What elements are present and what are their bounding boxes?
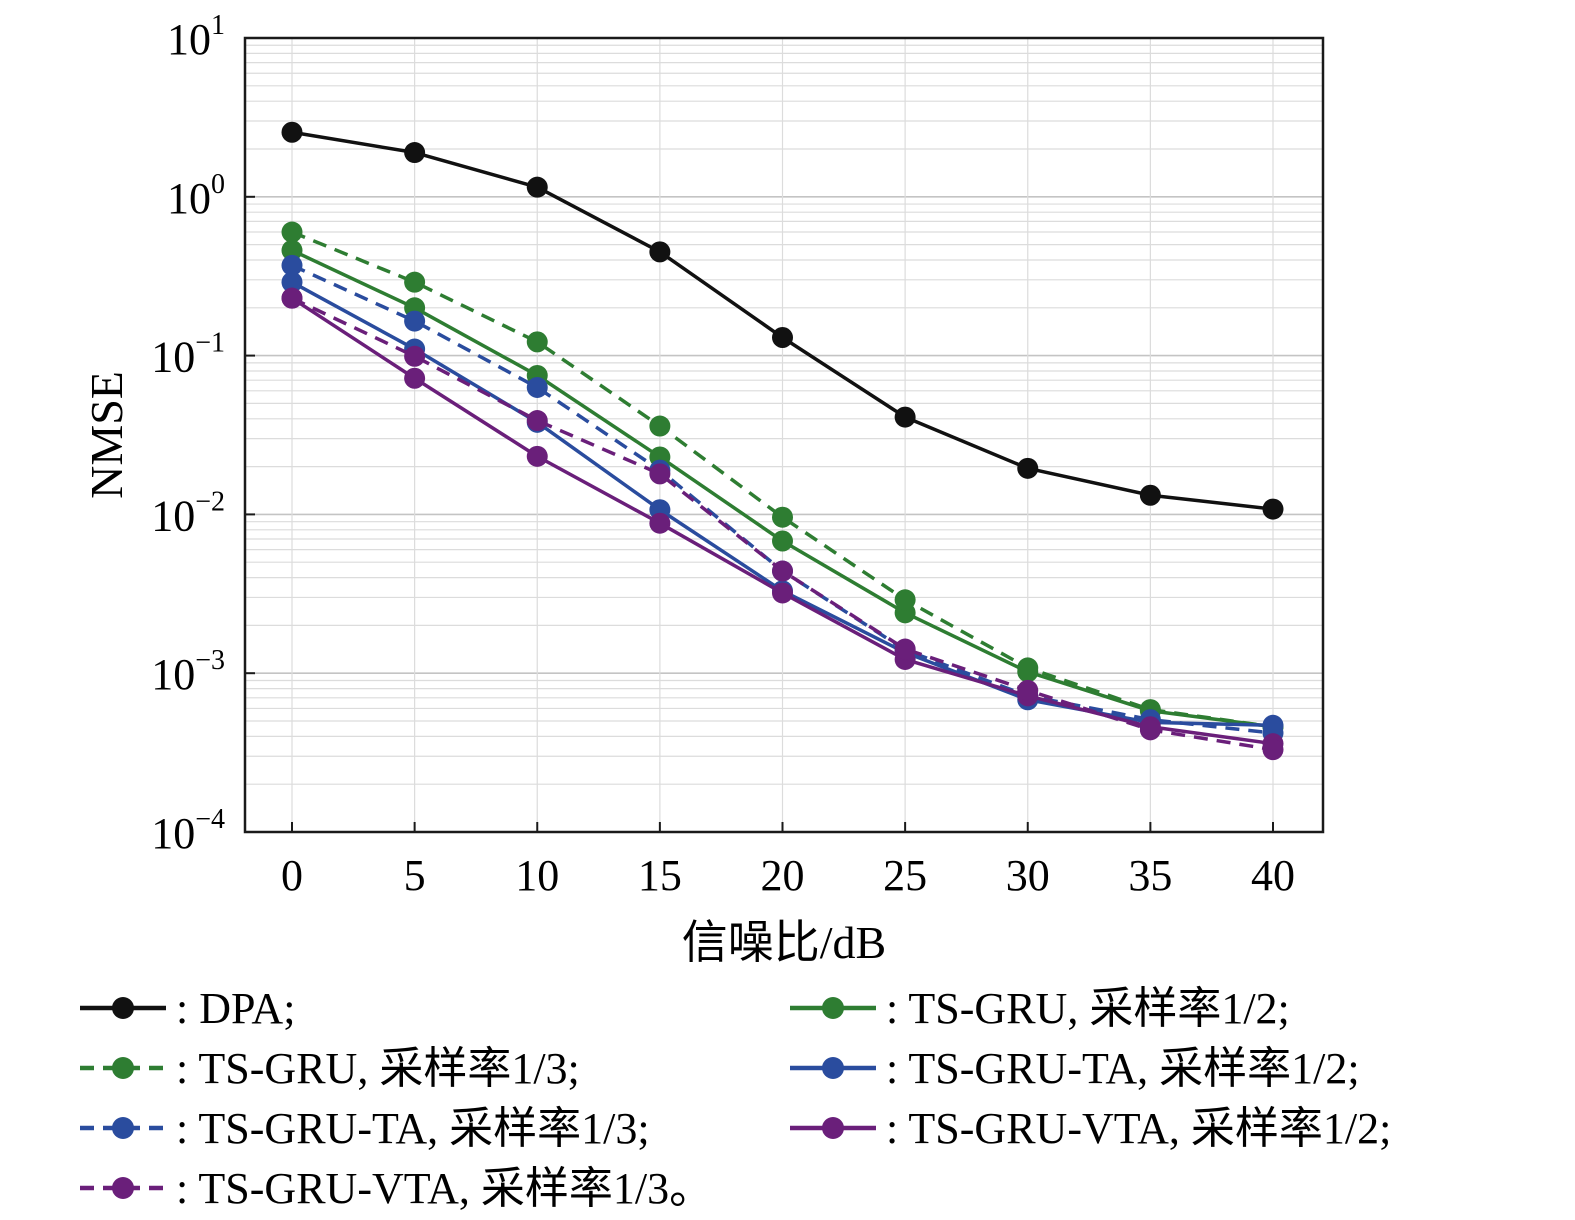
y-axis-title: NMSE [81,371,132,499]
x-tick-label: 5 [404,851,426,900]
data-point [281,221,303,243]
series-line [291,230,1274,729]
data-point [404,367,426,389]
y-tick-label: 10−1 [151,328,225,382]
y-tick-label: 10−4 [151,804,225,858]
data-point [404,142,426,164]
data-point [772,327,793,349]
data-point [1139,719,1161,741]
data-point [1017,679,1039,701]
data-point [772,582,793,604]
data-point [1017,457,1039,479]
data-point [649,512,671,534]
x-tick-label: 20 [761,851,805,900]
data-point [526,410,548,432]
data-point [1262,739,1284,761]
data-point [894,589,916,611]
legend-marker [112,997,134,1019]
data-point [1262,498,1284,520]
data-point [281,239,303,261]
x-tick-label: 40 [1251,851,1295,900]
series-3 [281,221,1284,738]
data-point [281,254,303,276]
data-point [526,176,548,198]
legend-marker [112,1057,134,1079]
data-point [526,445,548,467]
plot-frame [243,36,1325,834]
legend-label: : DPA; [176,984,295,1033]
x-tick-label: 25 [883,851,927,900]
y-tick-label: 10−2 [151,486,225,540]
data-point [281,121,303,143]
legend-item: : DPA; [80,984,295,1033]
data-point [404,310,426,332]
legend-marker [112,1177,134,1199]
legend-item: : TS-GRU-VTA, 采样率1/2; [790,1104,1391,1153]
legend-item: : TS-GRU-TA, 采样率1/2; [790,1044,1360,1093]
data-point [894,406,916,428]
data-point [526,376,548,398]
data-point [1139,484,1161,506]
legend-marker [822,1117,844,1139]
data-point [526,331,548,353]
series-7 [281,287,1284,761]
x-tick-label: 0 [281,851,303,900]
x-tick-label: 35 [1128,851,1172,900]
x-tick-label: 30 [1006,851,1050,900]
legend: : DPA; : TS-GRU, 采样率1/2; : TS-GRU, 采样率1/3;… [80,984,1391,1213]
legend-label: : TS-GRU, 采样率1/3; [176,1044,580,1093]
legend-item: : TS-GRU, 采样率1/2; [790,984,1290,1033]
legend-label: : TS-GRU-VTA, 采样率1/3。 [176,1164,713,1213]
y-tick-label: 101 [167,10,225,64]
y-tick-label: 100 [167,169,225,223]
series-layer [281,121,1284,761]
data-point [649,415,671,437]
axis-ticks: 0 5 10 15 20 25 30 35 40 101 100 10−1 10−2 10−3 10−4 [151,10,1295,900]
data-point [404,345,426,367]
legend-marker [112,1117,134,1139]
legend-label: : TS-GRU, 采样率1/2; [886,984,1290,1033]
legend-label: : TS-GRU-TA, 采样率1/3; [176,1104,650,1153]
data-point [772,506,793,528]
data-point [281,287,303,309]
data-point [649,463,671,485]
y-tick-label: 10−3 [151,645,225,699]
data-point [404,271,426,293]
legend-label: : TS-GRU-VTA, 采样率1/2; [886,1104,1391,1153]
legend-marker [822,1057,844,1079]
legend-item: : TS-GRU-VTA, 采样率1/3。 [80,1164,713,1213]
x-axis-title: 信噪比/dB [682,917,886,968]
data-point [649,241,671,263]
data-point [281,271,303,293]
legend-marker [822,997,844,1019]
x-tick-label: 15 [638,851,682,900]
data-point [894,638,916,660]
x-tick-label: 10 [515,851,559,900]
legend-label: : TS-GRU-TA, 采样率1/2; [886,1044,1360,1093]
series-1 [281,121,1284,520]
legend-item: : TS-GRU-TA, 采样率1/3; [80,1104,650,1153]
data-point [1017,657,1039,679]
legend-item: : TS-GRU, 采样率1/3; [80,1044,580,1093]
data-point [772,560,793,582]
data-point [772,530,793,552]
